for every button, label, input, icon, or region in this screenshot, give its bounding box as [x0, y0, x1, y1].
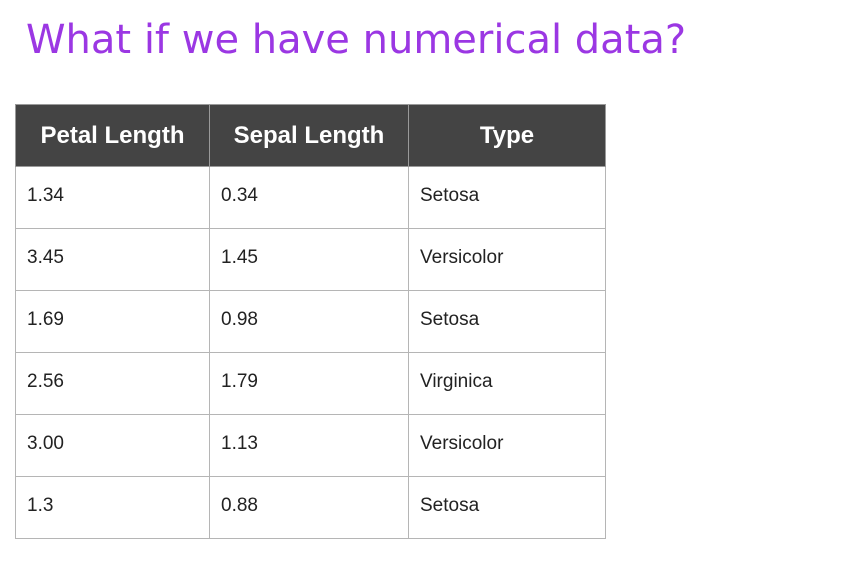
cell-sepal-length: 0.88: [209, 476, 409, 539]
table-body: 1.34 0.34 Setosa 3.45 1.45 Versicolor 1.…: [15, 166, 606, 539]
cell-sepal-length: 0.34: [209, 166, 409, 229]
cell-sepal-length: 1.45: [209, 228, 409, 291]
table-row: 3.00 1.13 Versicolor: [15, 414, 606, 477]
cell-sepal-length: 1.79: [209, 352, 409, 415]
cell-petal-length: 1.3: [15, 476, 210, 539]
cell-type: Setosa: [408, 290, 606, 353]
cell-type: Setosa: [408, 166, 606, 229]
table-row: 1.69 0.98 Setosa: [15, 290, 606, 353]
cell-type: Versicolor: [408, 228, 606, 291]
column-header-petal-length: Petal Length: [15, 104, 210, 167]
table-row: 3.45 1.45 Versicolor: [15, 228, 606, 291]
cell-petal-length: 1.34: [15, 166, 210, 229]
cell-type: Versicolor: [408, 414, 606, 477]
column-header-sepal-length: Sepal Length: [209, 104, 409, 167]
cell-sepal-length: 1.13: [209, 414, 409, 477]
table-row: 1.3 0.88 Setosa: [15, 476, 606, 539]
table-row: 1.34 0.34 Setosa: [15, 166, 606, 229]
table-header: Petal Length Sepal Length Type: [15, 104, 606, 167]
cell-type: Setosa: [408, 476, 606, 539]
column-header-type: Type: [408, 104, 606, 167]
iris-data-table: Petal Length Sepal Length Type 1.34 0.34…: [15, 104, 606, 539]
cell-type: Virginica: [408, 352, 606, 415]
table-row: 2.56 1.79 Virginica: [15, 352, 606, 415]
cell-sepal-length: 0.98: [209, 290, 409, 353]
cell-petal-length: 1.69: [15, 290, 210, 353]
cell-petal-length: 2.56: [15, 352, 210, 415]
cell-petal-length: 3.45: [15, 228, 210, 291]
slide-title: What if we have numerical data?: [26, 17, 687, 63]
cell-petal-length: 3.00: [15, 414, 210, 477]
header-row: Petal Length Sepal Length Type: [15, 104, 606, 167]
